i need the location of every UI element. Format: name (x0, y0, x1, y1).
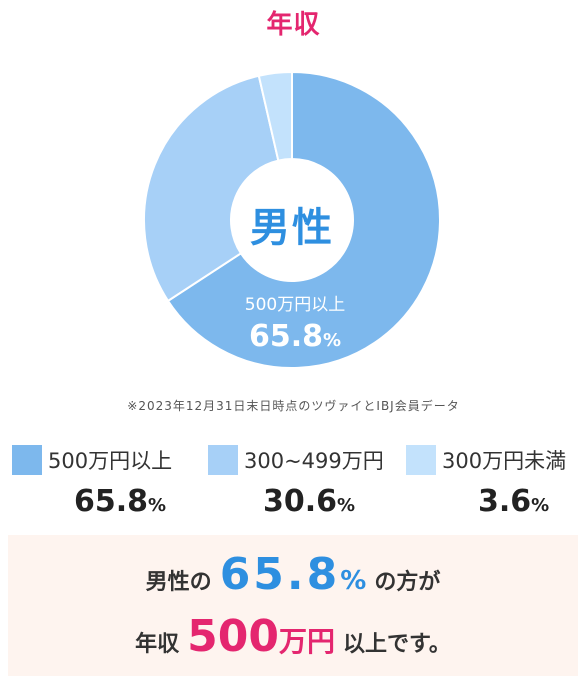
legend-swatch (208, 445, 238, 475)
legend-value-unit: % (148, 495, 167, 516)
legend-value: 30.6% (263, 484, 355, 519)
legend-label: 500万円以上 (48, 449, 173, 473)
legend-swatch (406, 445, 436, 475)
legend-value-number: 30.6 (263, 484, 338, 519)
legend-value: 3.6% (478, 484, 549, 519)
summary-line1-value: 65.8 (219, 549, 341, 600)
slice-data-label: 500万円以上 65.8% (225, 290, 365, 354)
slice-label-unit: % (322, 330, 342, 351)
chart-center-label: 男性 (250, 205, 334, 251)
legend-label: 300~499万円 (244, 449, 384, 473)
slice-label-category: 500万円以上 (244, 295, 346, 315)
summary-line1-unit: % (340, 566, 367, 596)
legend-value-number: 3.6 (478, 484, 532, 519)
summary-line-1: 男性の 65.8% の方が (8, 549, 578, 600)
legend-value-unit: % (531, 495, 550, 516)
summary-line2-prefix: 年収 (135, 632, 180, 657)
legend-label: 300万円未満 (442, 449, 567, 473)
data-source-note: ※2023年12月31日末日時点のツヴァイとIBJ会員データ (127, 399, 460, 413)
chart-legend: 500万円以上 65.8% 300~499万円 30.6% 300万円未満 3.… (0, 442, 587, 522)
summary-line-2: 年収 500万円 以上です。 (8, 611, 578, 662)
summary-box: 男性の 65.8% の方が 年収 500万円 以上です。 (8, 535, 578, 676)
donut-chart (143, 70, 441, 369)
legend-item: 300万円未満 3.6% (406, 442, 567, 519)
summary-line1-suffix: の方が (374, 570, 441, 595)
summary-line2-value: 500 (187, 611, 280, 662)
page-title: 年収 (266, 10, 321, 40)
legend-value: 65.8% (74, 484, 166, 519)
legend-item: 500万円以上 65.8% (12, 442, 173, 519)
legend-swatch (12, 445, 42, 475)
slice-label-value: 65.8 (248, 319, 323, 354)
slice-label-value-wrap: 65.8% (225, 319, 365, 354)
legend-value-number: 65.8 (74, 484, 149, 519)
legend-item: 300~499万円 30.6% (208, 442, 384, 519)
donut-hole (231, 159, 353, 281)
summary-line2-suffix: 以上です。 (343, 632, 451, 657)
summary-line2-unit: 万円 (279, 625, 336, 658)
summary-line1-prefix: 男性の (145, 570, 212, 595)
legend-value-unit: % (337, 495, 356, 516)
